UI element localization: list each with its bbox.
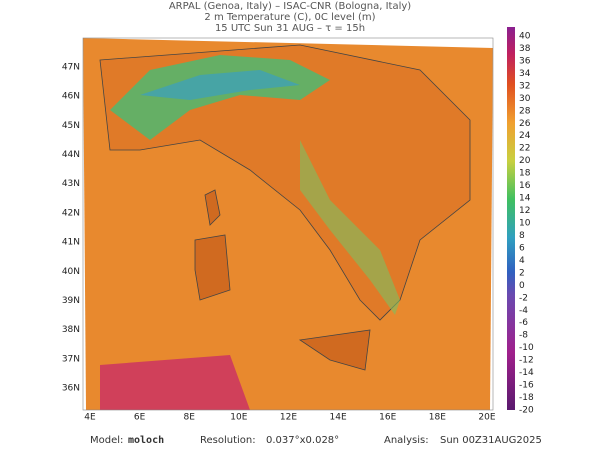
lat-label: 41N — [62, 238, 80, 248]
colorbar-label: -2 — [519, 293, 528, 303]
lon-label: 12E — [280, 413, 297, 423]
analysis: Sun 00Z31AUG2025 — [440, 435, 542, 446]
colorbar-label: 18 — [519, 169, 531, 179]
lat-labels: 47N 46N 45N 44N 43N 42N 41N 40N 39N 38N 37N 36N — [62, 63, 80, 394]
colorbar-label: -12 — [519, 356, 534, 366]
colorbar-label: 32 — [519, 81, 530, 91]
lat-label: 45N — [62, 121, 80, 131]
model-label: Model: — [90, 435, 123, 446]
header-line: 2 m Temperature (C), 0C level (m) — [204, 12, 375, 23]
colorbar-label: 38 — [519, 44, 531, 54]
colorbar-label: 0 — [519, 281, 525, 291]
lat-label: 36N — [62, 384, 80, 394]
colorbar-label: 36 — [519, 56, 531, 66]
resolution-label: Resolution: — [200, 435, 256, 446]
lat-label: 42N — [62, 208, 80, 218]
lat-label: 39N — [62, 296, 80, 306]
colorbar-label: 40 — [519, 32, 531, 42]
lon-label: 14E — [330, 413, 347, 423]
lat-label: 47N — [62, 63, 80, 73]
lon-label: 8E — [184, 413, 196, 423]
lat-label: 44N — [62, 150, 80, 160]
lon-label: 16E — [379, 413, 396, 423]
lon-label: 20E — [478, 413, 495, 423]
colorbar-label: -16 — [519, 381, 534, 391]
colorbar-label: -20 — [519, 406, 534, 416]
colorbar-label: 14 — [519, 194, 531, 204]
colorbar-label: 12 — [519, 206, 530, 216]
colorbar-label: 20 — [519, 156, 531, 166]
colorbar-label: 26 — [519, 119, 531, 129]
model: moloch — [128, 435, 164, 446]
colorbar-label: 24 — [519, 131, 531, 141]
lon-label: 4E — [84, 413, 96, 423]
colorbar-label: 28 — [519, 106, 531, 116]
resolution: 0.037°x0.028° — [266, 435, 339, 446]
lon-label: 10E — [230, 413, 247, 423]
header-line: 15 UTC Sun 31 AUG – τ = 15h — [215, 23, 365, 34]
lat-label: 43N — [62, 179, 80, 189]
colorbar-label: 6 — [519, 243, 525, 253]
colorbar-label: -14 — [519, 368, 534, 378]
colorbar-label: 2 — [519, 268, 525, 278]
lon-labels: 4E 6E 8E 10E 12E 14E 16E 18E 20E — [84, 413, 496, 423]
colorbar-label: -18 — [519, 393, 534, 403]
colorbar-label: 16 — [519, 181, 531, 191]
colorbar-label: 30 — [519, 94, 531, 104]
analysis-label: Analysis: — [384, 435, 429, 446]
lon-label: 6E — [134, 413, 146, 423]
colorbar-label: -10 — [519, 343, 534, 353]
colorbar — [507, 27, 515, 410]
lat-label: 40N — [62, 267, 80, 277]
colorbar-labels: 4038363432302826242220181614121086420-2-… — [519, 32, 534, 416]
colorbar-label: 34 — [519, 69, 531, 79]
colorbar-label: 4 — [519, 256, 525, 266]
header-line: ARPAL (Genoa, Italy) – ISAC-CNR (Bologna… — [169, 1, 411, 12]
colorbar-label: -4 — [519, 306, 528, 316]
lon-label: 18E — [429, 413, 446, 423]
colorbar-label: 10 — [519, 219, 531, 229]
map — [82, 37, 494, 411]
lat-label: 46N — [62, 92, 80, 102]
lat-label: 37N — [62, 354, 80, 364]
lat-label: 38N — [62, 325, 80, 335]
colorbar-label: -8 — [519, 331, 528, 341]
colorbar-label: 8 — [519, 231, 525, 241]
colorbar-label: -6 — [519, 318, 528, 328]
colorbar-label: 22 — [519, 144, 530, 154]
